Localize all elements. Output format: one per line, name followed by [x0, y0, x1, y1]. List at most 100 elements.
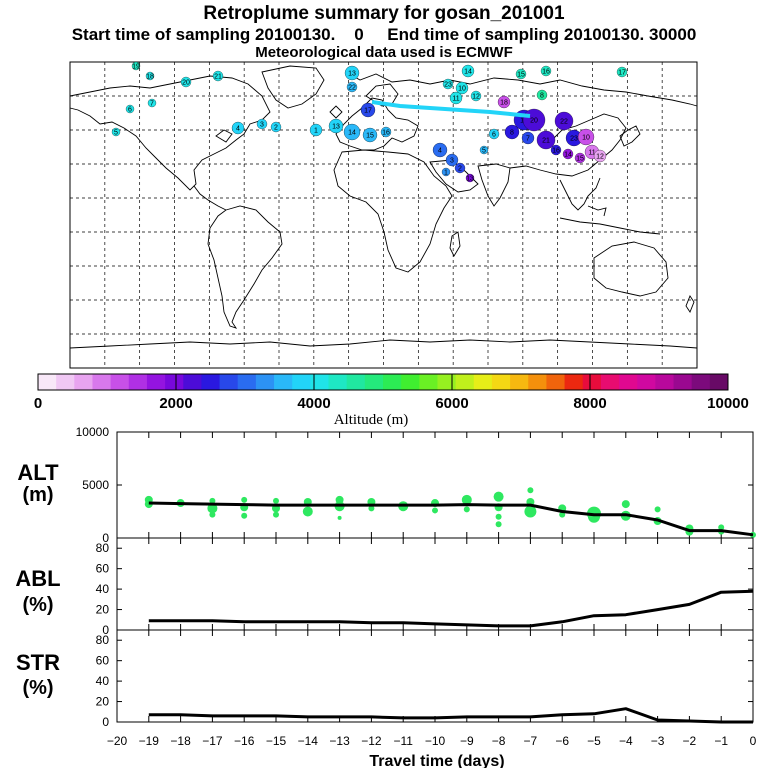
x-tick-label: −17 — [202, 734, 223, 748]
x-tick-label: −18 — [170, 734, 191, 748]
plume-marker-number: 18 — [146, 74, 154, 81]
plume-marker-number: 13 — [348, 71, 356, 78]
plume-marker-number: 15 — [576, 156, 584, 163]
plume-marker — [470, 90, 482, 102]
alt-scatter-point — [241, 496, 248, 503]
alt-scatter-point — [368, 505, 375, 512]
plume-marker-number: 11 — [588, 150, 595, 157]
y-tick-label: 0 — [102, 531, 109, 545]
alt-scatter-point — [559, 511, 566, 518]
plume-marker — [362, 127, 378, 143]
plume-marker — [131, 61, 141, 71]
colorbar-swatch — [655, 374, 675, 390]
plume-marker-number: 7 — [150, 101, 154, 108]
alt-scatter-point — [718, 524, 725, 531]
x-tick-label: −13 — [329, 734, 350, 748]
plume-marker-number: 12 — [472, 94, 480, 101]
colorbar-swatch — [38, 374, 57, 390]
x-tick-label: −3 — [651, 734, 665, 748]
time-series-panels: 0 5000 10000 ALT(m) 0 20 40 60 80 ABL (%) 0 20 40 60 80… — [15, 425, 756, 748]
plume-marker-number: 10 — [458, 86, 466, 93]
alt-scatter-point — [302, 506, 313, 517]
y-tick-label: 80 — [96, 633, 110, 647]
x-tick-label: −14 — [298, 734, 319, 748]
colorbar-tick-labels: 0 2000 4000 6000 8000 10000 — [34, 395, 749, 412]
plume-marker-number: 22 — [560, 119, 568, 126]
y-tick-label: 10000 — [76, 425, 110, 439]
plume-marker-number: 3 — [260, 122, 264, 129]
colorbar-title: Altitude (m) — [334, 412, 409, 428]
plume-marker-number: 17 — [618, 70, 626, 77]
plume-marker — [309, 123, 323, 137]
plume-marker — [432, 142, 448, 158]
x-tick-label: −5 — [587, 734, 601, 748]
plume-marker-number: 19 — [132, 64, 140, 71]
plume-marker-number: 16 — [552, 148, 560, 155]
plume-marker — [488, 128, 500, 140]
colorbar-tick-label: 2000 — [159, 395, 192, 412]
plume-marker-number: 16 — [382, 130, 390, 137]
x-tick-label: −19 — [139, 734, 160, 748]
plume-marker — [550, 144, 562, 156]
colorbar-swatch — [455, 374, 475, 390]
plume-marker — [111, 127, 121, 137]
plume-marker-number: 13 — [466, 176, 474, 183]
plume-marker-number: 1 — [314, 128, 318, 135]
plume-marker — [536, 89, 548, 101]
colorbar-frame — [37, 373, 729, 391]
colorbar-swatch — [510, 374, 529, 390]
panel-alt: 0 5000 10000 ALT(m) — [17, 425, 756, 545]
plume-marker — [380, 126, 392, 138]
colorbar-swatch — [673, 374, 693, 390]
x-tick-label: −1 — [714, 734, 728, 748]
x-tick-label: −9 — [460, 734, 474, 748]
alt-scatter-point — [654, 506, 661, 513]
colorbar-swatch — [146, 374, 166, 390]
panel-str-label: STR — [16, 650, 60, 675]
colorbar-swatch — [237, 374, 257, 390]
colorbar-swatch — [473, 374, 493, 390]
plume-marker — [540, 65, 552, 77]
plume-marker-number: 17 — [364, 108, 372, 115]
plume-marker — [147, 98, 157, 108]
plume-marker-number: 14 — [564, 152, 572, 159]
plume-marker — [180, 76, 192, 88]
panel-abl: 0 20 40 60 80 ABL (%) — [15, 537, 754, 637]
colorbar-tick-label: 10000 — [707, 395, 749, 412]
panel-str-unit: (%) — [22, 677, 53, 699]
plume-marker — [504, 124, 520, 140]
colorbar-swatch — [691, 374, 711, 390]
alt-scatter-point — [463, 506, 470, 513]
plume-marker-number: 21 — [542, 138, 550, 145]
plume-marker — [231, 121, 245, 135]
plume-marker-number: 7 — [526, 136, 530, 143]
panel-str-line — [148, 707, 753, 724]
alt-scatter-point — [461, 494, 472, 505]
plume-marker-number: 22 — [348, 85, 356, 92]
plume-marker-number: 2 — [458, 166, 462, 173]
y-tick-label: 40 — [96, 674, 110, 688]
y-tick-label: 20 — [96, 603, 110, 617]
altitude-colorbar: 0 2000 4000 6000 8000 10000 Altitude (m) — [34, 373, 749, 428]
plume-marker — [455, 81, 469, 95]
colorbar-swatch — [491, 374, 511, 390]
plume-marker — [344, 65, 360, 81]
y-tick-label: 0 — [102, 715, 109, 729]
colorbar-swatch — [56, 374, 75, 390]
plume-marker — [145, 71, 155, 81]
colorbar-swatch — [582, 374, 602, 390]
plume-marker-number: 15 — [517, 72, 525, 79]
plume-marker-number: 18 — [500, 100, 508, 107]
alt-scatter-point — [337, 515, 342, 520]
plume-marker-number: 20 — [182, 80, 190, 87]
colorbar-swatch — [346, 374, 366, 390]
panel-abl-line — [148, 589, 754, 628]
y-tick-label: 80 — [96, 541, 110, 555]
panel-abl-unit: (%) — [22, 594, 53, 616]
colorbar-swatch — [328, 374, 348, 390]
plume-marker — [577, 128, 595, 146]
plume-marker-number: 12 — [596, 154, 604, 161]
plume-marker — [593, 149, 607, 163]
